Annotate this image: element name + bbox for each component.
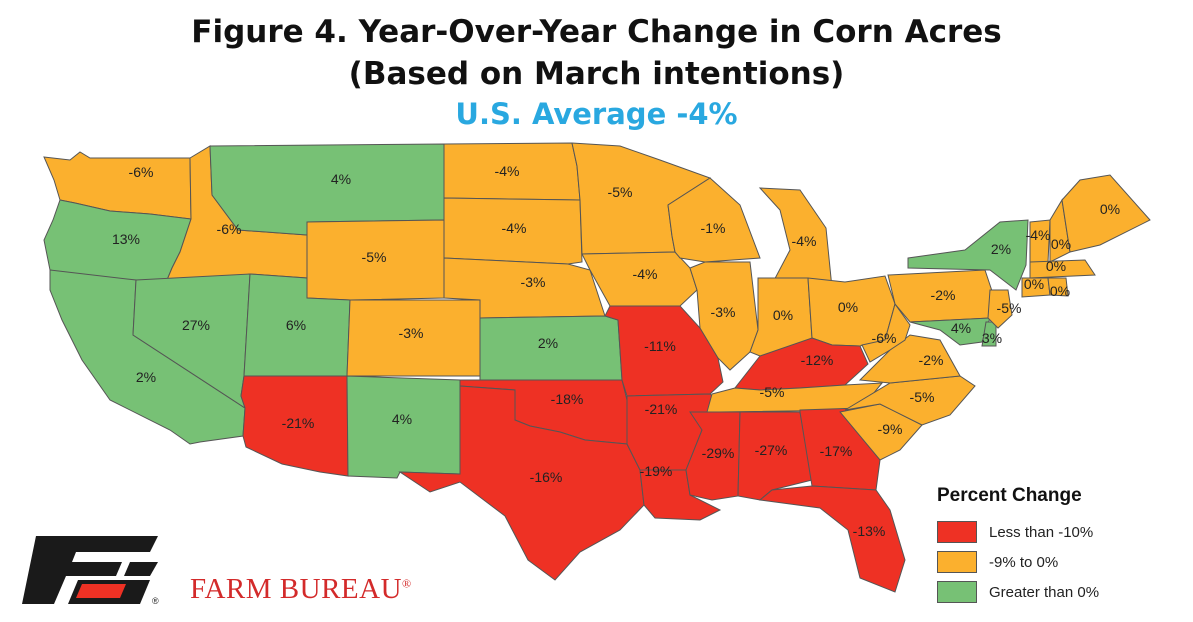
state-label-sc: -9% <box>878 421 903 437</box>
legend-title: Percent Change <box>937 485 1082 506</box>
state-label-nh: 0% <box>1051 236 1071 252</box>
brand-name: FARM BUREAU <box>190 573 403 605</box>
state-label-ga: -17% <box>820 443 853 459</box>
figure-title: Figure 4. Year-Over-Year Change in Corn … <box>191 14 1002 50</box>
us-average-label: U.S. Average -4% <box>455 97 738 131</box>
legend: Percent Change Less than -10% -9% to 0% … <box>937 485 1177 607</box>
state-label-me: 0% <box>1100 201 1120 217</box>
state-label-nm: 4% <box>392 411 412 427</box>
state-label-de: 3% <box>982 330 1002 346</box>
state-label-fl: -13% <box>853 523 886 539</box>
state-label-vt: -4% <box>1026 227 1051 243</box>
state-label-wi: -1% <box>701 220 726 236</box>
legend-swatch-orange <box>937 551 977 573</box>
state-label-ct: 0% <box>1024 276 1044 292</box>
state-label-al: -27% <box>755 442 788 458</box>
state-label-or: 13% <box>112 231 140 247</box>
state-wv <box>861 302 911 363</box>
farm-bureau-logo <box>22 536 158 604</box>
state-ny <box>907 219 1029 291</box>
state-label-la: -19% <box>640 463 673 479</box>
state-label-tx: -16% <box>530 469 563 485</box>
state-nm <box>346 375 461 479</box>
state-label-ne: -3% <box>521 274 546 290</box>
state-label-ca: 2% <box>136 369 156 385</box>
state-label-pa: -2% <box>931 287 956 303</box>
state-ma <box>1029 259 1096 279</box>
state-label-ok: -18% <box>551 391 584 407</box>
state-label-ri: 0% <box>1050 283 1070 299</box>
state-tx <box>398 385 645 581</box>
figure-subtitle: (Based on March intentions) <box>348 56 845 92</box>
farm-bureau-wordmark: FARM BUREAU® <box>190 573 412 606</box>
legend-label-green: Greater than 0% <box>989 583 1100 601</box>
state-label-va: -2% <box>919 352 944 368</box>
state-label-wy: -5% <box>362 249 387 265</box>
state-label-mo: -11% <box>644 338 676 354</box>
state-fl <box>758 485 906 593</box>
legend-label-red: Less than -10% <box>989 523 1094 541</box>
state-label-mi: -4% <box>792 233 817 249</box>
state-md <box>909 317 991 346</box>
legend-item-red: Less than -10% <box>937 517 1177 547</box>
state-label-md: 4% <box>951 320 971 336</box>
state-label-ms: -29% <box>702 445 735 461</box>
state-label-il: -3% <box>711 304 736 320</box>
state-label-id: -6% <box>217 221 242 237</box>
state-nj <box>987 289 1013 329</box>
state-label-ut: 6% <box>286 317 306 333</box>
state-label-wa: -6% <box>129 164 154 180</box>
state-sd <box>443 197 583 265</box>
state-label-ks: 2% <box>538 335 558 351</box>
state-label-in: 0% <box>773 307 793 323</box>
state-label-nd: -4% <box>495 163 520 179</box>
brand-registered: ® <box>402 576 412 591</box>
state-label-oh: 0% <box>838 299 858 315</box>
state-il <box>689 261 759 371</box>
state-me <box>1061 174 1151 253</box>
state-label-tn: -5% <box>760 384 785 400</box>
state-label-mn: -5% <box>608 184 633 200</box>
state-label-mt: 4% <box>331 171 351 187</box>
state-label-ny: 2% <box>991 241 1011 257</box>
state-label-nj: -5% <box>997 300 1022 316</box>
state-label-az: -21% <box>282 415 315 431</box>
state-label-ky: -12% <box>801 352 834 368</box>
legend-item-orange: -9% to 0% <box>937 547 1177 577</box>
state-label-ar: -21% <box>645 401 678 417</box>
state-label-wv: -6% <box>872 330 897 346</box>
legend-swatch-red <box>937 521 977 543</box>
state-label-co: -3% <box>399 325 424 341</box>
legend-swatch-green <box>937 581 977 603</box>
state-label-nc: -5% <box>910 389 935 405</box>
legend-label-orange: -9% to 0% <box>989 553 1059 571</box>
state-label-ia: -4% <box>633 266 658 282</box>
state-label-nv: 27% <box>182 317 210 333</box>
logo-registered-mark: ® <box>152 596 159 606</box>
state-ri <box>1047 277 1069 297</box>
legend-item-green: Greater than 0% <box>937 577 1177 607</box>
state-label-sd: -4% <box>502 220 527 236</box>
state-label-ma: 0% <box>1046 258 1066 274</box>
